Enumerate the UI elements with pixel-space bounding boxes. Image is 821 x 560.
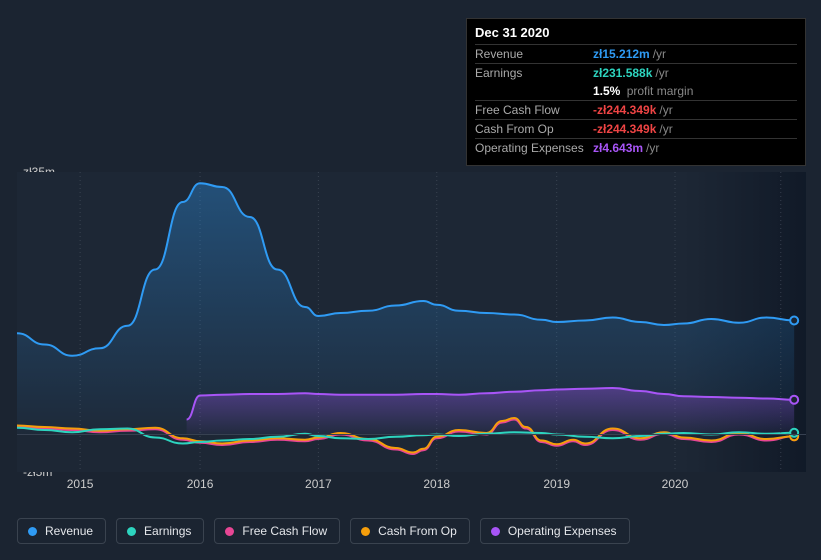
legend-item-label: Cash From Op: [378, 524, 457, 538]
legend-dot-icon: [28, 527, 37, 536]
legend-dot-icon: [225, 527, 234, 536]
legend-item-label: Operating Expenses: [508, 524, 617, 538]
tooltip-row: Cash From Op-zł244.349k/yr: [475, 119, 797, 138]
x-axis: 2015 2016 2017 2018 2019 2020: [17, 477, 806, 497]
x-axis-tick: 2017: [305, 477, 332, 491]
tooltip-row: Revenuezł15.212m/yr: [475, 44, 797, 63]
x-axis-tick: 2016: [187, 477, 214, 491]
tooltip-row: Operating Expenseszł4.643m/yr: [475, 138, 797, 157]
chart-legend: Revenue Earnings Free Cash Flow Cash From O…: [17, 518, 630, 544]
legend-dot-icon: [361, 527, 370, 536]
tooltip-date: Dec 31 2020: [475, 25, 797, 40]
legend-item-label: Free Cash Flow: [242, 524, 327, 538]
x-axis-tick: 2019: [543, 477, 570, 491]
chart-tooltip: Dec 31 2020 Revenuezł15.212m/yrEarningsz…: [466, 18, 806, 166]
financials-chart-panel: { "tooltip": { "date": "Dec 31 2020", "r…: [0, 0, 821, 560]
legend-item-earnings[interactable]: Earnings: [116, 518, 204, 544]
legend-item-free_cash_flow[interactable]: Free Cash Flow: [214, 518, 340, 544]
tooltip-row-label: Revenue: [475, 47, 593, 61]
legend-item-revenue[interactable]: Revenue: [17, 518, 106, 544]
tooltip-row-label: Earnings: [475, 66, 593, 80]
tooltip-row-label: Free Cash Flow: [475, 103, 593, 117]
tooltip-row-label: Cash From Op: [475, 122, 593, 136]
tooltip-row-value: -zł244.349k/yr: [593, 103, 673, 117]
tooltip-row-value: -zł244.349k/yr: [593, 122, 673, 136]
end-dot-revenue: [790, 317, 798, 325]
chart-svg: [17, 172, 806, 472]
tooltip-row-value: zł15.212m/yr: [593, 47, 666, 61]
legend-item-operating_expenses[interactable]: Operating Expenses: [480, 518, 630, 544]
legend-item-cash_from_op[interactable]: Cash From Op: [350, 518, 470, 544]
tooltip-row-value: zł4.643m/yr: [593, 141, 659, 155]
tooltip-row: Free Cash Flow-zł244.349k/yr: [475, 100, 797, 119]
tooltip-row: Earningszł231.588k/yr: [475, 63, 797, 82]
legend-item-label: Earnings: [144, 524, 191, 538]
x-axis-tick: 2020: [662, 477, 689, 491]
end-dot-operating_expenses: [790, 396, 798, 404]
x-axis-tick: 2015: [67, 477, 94, 491]
x-axis-tick: 2018: [423, 477, 450, 491]
legend-dot-icon: [127, 527, 136, 536]
legend-dot-icon: [491, 527, 500, 536]
legend-item-label: Revenue: [45, 524, 93, 538]
chart-area[interactable]: zł35m zł0 -zł5m 2015201620172018201: [17, 155, 806, 475]
tooltip-row-value: zł231.588k/yr: [593, 66, 669, 80]
tooltip-row-label: Operating Expenses: [475, 141, 593, 155]
end-dot-earnings: [790, 429, 798, 437]
tooltip-row-sub: 1.5% profit margin: [475, 82, 797, 100]
